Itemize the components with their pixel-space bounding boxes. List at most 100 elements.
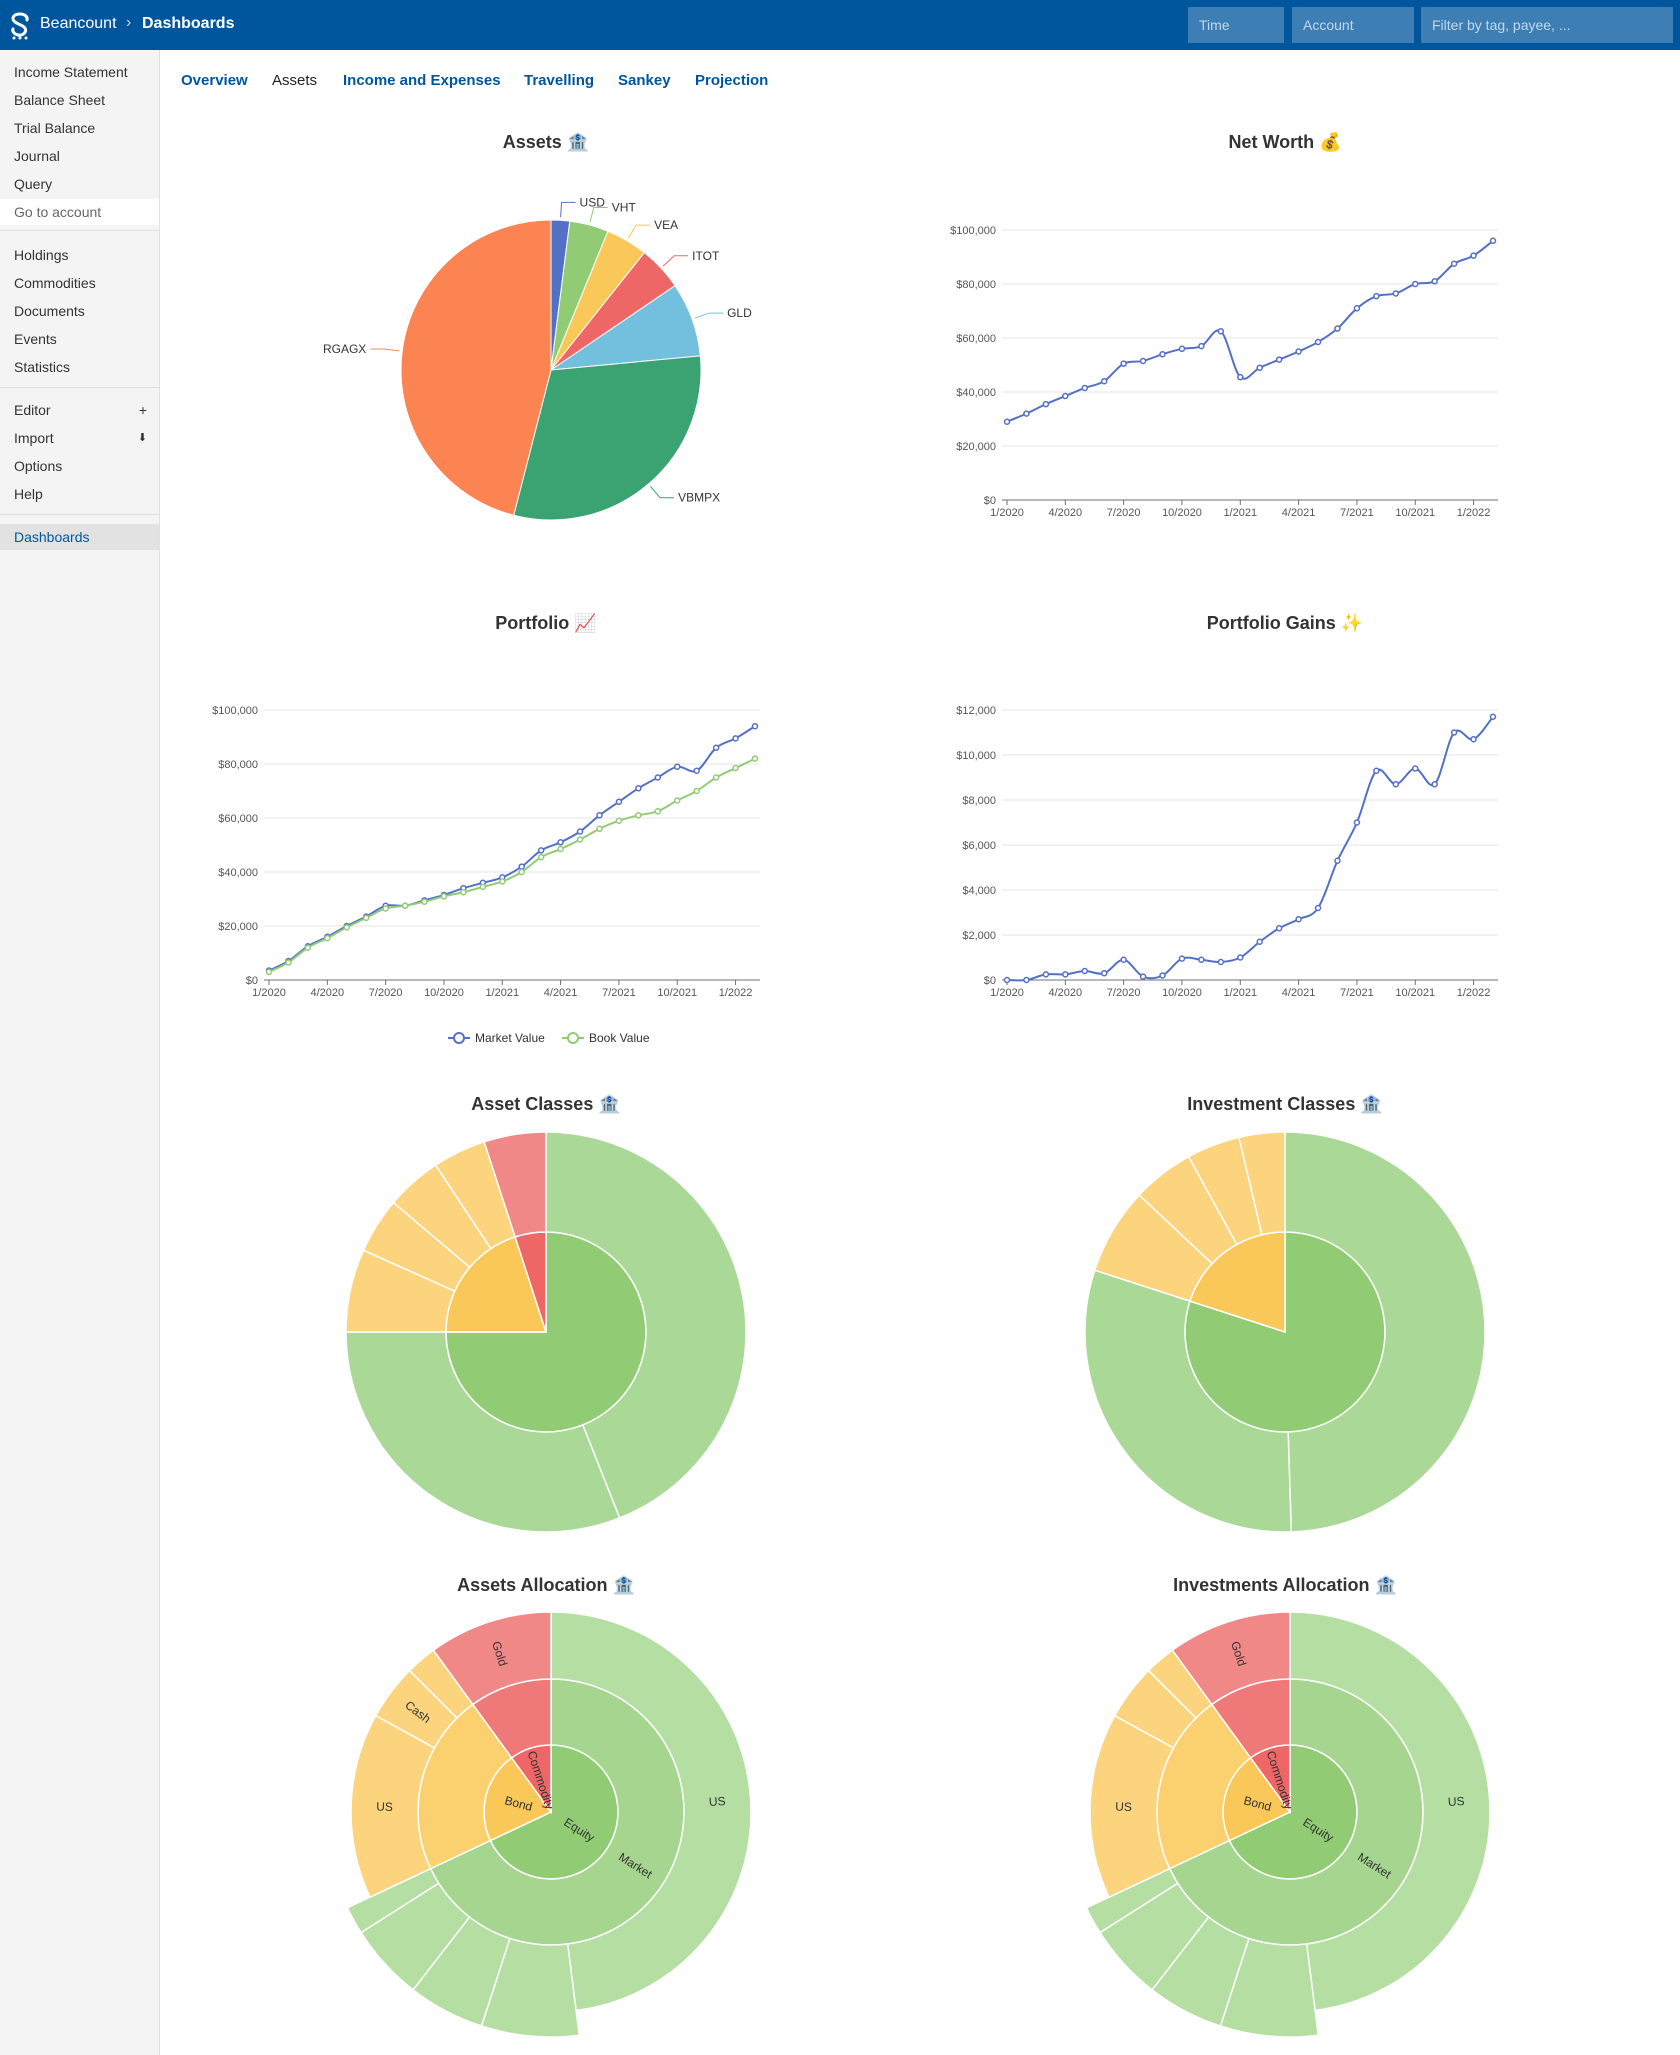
x-tick-label: 4/2021 (1282, 507, 1316, 519)
sidebar-item-commodities[interactable]: Commodities (14, 275, 96, 291)
sidebar-item-documents[interactable]: Documents (14, 303, 85, 319)
assets-allocation-chart-title: Assets Allocation 🏦 (457, 1575, 635, 1595)
beancount-logo-icon[interactable] (8, 12, 32, 40)
sidebar-item-import[interactable]: Import ⬇ (0, 425, 159, 451)
sidebar-item-events[interactable]: Events (14, 331, 57, 347)
legend-marker (453, 1032, 465, 1044)
data-point (1139, 973, 1147, 980)
data-point (1295, 348, 1302, 355)
data-point (712, 774, 720, 781)
net-worth-line-chart[interactable]: $0 $20,000 $40,000 $60,000 $80,000 $100,000 1/… (930, 170, 1590, 550)
data-point (751, 755, 759, 762)
tab-income-and-expenses[interactable]: Income and Expenses (343, 72, 501, 89)
tag-payee-filter-input[interactable] (1421, 7, 1673, 43)
x-tick-label: 4/2020 (310, 987, 344, 999)
go-to-account-input[interactable]: Go to account (0, 199, 159, 225)
pie-label-line (560, 201, 576, 218)
assets-pie-chart[interactable]: USD VHT VEA ITOT GLD VBMPX RGAGX (246, 170, 846, 550)
data-point (401, 902, 409, 909)
y-tick-label: $8,000 (962, 795, 996, 807)
tab-projection[interactable]: Projection (695, 72, 769, 89)
sunburst-label: Bond (503, 1793, 534, 1814)
data-point (421, 898, 428, 905)
portfolio-gains-line-chart[interactable]: $0 $2,000 $4,000 $6,000 $8,000 $10,000 $12,000… (930, 650, 1590, 1030)
pie-slice (513, 355, 702, 521)
data-point (265, 968, 273, 976)
x-tick-label: 1/2022 (719, 987, 753, 999)
data-point (382, 905, 389, 912)
y-tick-label: $80,000 (218, 759, 258, 771)
data-point (1042, 971, 1050, 978)
pie-label: VEA (654, 218, 678, 232)
series-line (1006, 716, 1494, 982)
sunburst-label: US (1115, 1800, 1132, 1815)
data-point (1256, 938, 1263, 945)
data-point (1198, 956, 1205, 963)
series-line (1006, 240, 1494, 423)
sunburst-outer-segment (545, 1131, 747, 1519)
pie-label: USD (580, 195, 606, 209)
x-tick-label: 10/2020 (1162, 507, 1202, 519)
sidebar-item-journal[interactable]: Journal (14, 148, 60, 164)
data-point (1373, 292, 1380, 300)
tab-sankey[interactable]: Sankey (618, 72, 671, 89)
x-tick-label: 1/2020 (990, 507, 1024, 519)
sunburst-segment (550, 1611, 752, 2012)
tab-overview[interactable]: Overview (181, 72, 248, 89)
plus-icon[interactable]: + (138, 402, 147, 418)
x-tick-label: 10/2021 (1395, 987, 1435, 999)
data-point (1217, 958, 1225, 966)
breadcrumb-page[interactable]: Dashboards (142, 15, 235, 32)
download-icon[interactable]: ⬇ (137, 432, 147, 444)
data-point (1489, 237, 1497, 245)
legend-marker (567, 1032, 579, 1044)
sidebar-item-balance-sheet[interactable]: Balance Sheet (14, 92, 106, 108)
x-tick-label: 10/2020 (1162, 987, 1202, 999)
account-filter-input[interactable] (1292, 7, 1414, 43)
sidebar-item-dashboards[interactable]: Dashboards (0, 524, 159, 550)
sidebar-item-editor[interactable]: Editor + (0, 397, 159, 423)
data-point (557, 839, 564, 846)
sidebar-item-holdings[interactable]: Holdings (14, 247, 69, 263)
series-line (268, 757, 756, 973)
sidebar-item-statistics[interactable]: Statistics (14, 359, 71, 375)
investment-classes-sunburst-chart[interactable] (985, 1120, 1585, 1560)
sidebar-divider (0, 514, 159, 515)
asset-classes-sunburst-chart[interactable] (246, 1120, 846, 1560)
data-point (1003, 418, 1011, 425)
sidebar-item-query[interactable]: Query (14, 176, 53, 192)
data-point (1100, 970, 1108, 977)
y-tick-label: $6,000 (962, 840, 996, 852)
data-point (1081, 384, 1089, 392)
legend-label: Book Value (589, 1031, 650, 1045)
x-tick-label: 1/2021 (1223, 987, 1257, 999)
portfolio-line-chart[interactable]: $0 $20,000 $40,000 $60,000 $80,000 $100,000 1/… (190, 650, 850, 1070)
data-point (1217, 328, 1225, 335)
x-tick-label: 10/2020 (424, 987, 464, 999)
sidebar-divider (0, 387, 159, 388)
sidebar-item-options[interactable]: Options (14, 458, 63, 474)
sidebar-item-help[interactable]: Help (14, 486, 43, 502)
sidebar-item-income-statement[interactable]: Income Statement (14, 64, 128, 80)
data-point (1489, 713, 1497, 720)
tab-travelling[interactable]: Travelling (524, 72, 595, 89)
time-filter-input[interactable] (1188, 7, 1284, 43)
y-tick-label: $0 (984, 495, 996, 507)
app-title[interactable]: Beancount (40, 15, 117, 32)
data-point (615, 798, 623, 806)
pie-label: RGAGX (323, 342, 366, 356)
data-point (1411, 280, 1419, 288)
data-point (1314, 338, 1322, 346)
y-tick-label: $2,000 (962, 930, 996, 942)
sidebar-item-trial-balance[interactable]: Trial Balance (14, 120, 96, 136)
x-tick-label: 1/2022 (1457, 987, 1491, 999)
data-point (1237, 954, 1244, 961)
data-point (635, 785, 642, 792)
data-point (1450, 260, 1458, 267)
tab-assets[interactable]: Assets (272, 72, 318, 89)
data-point (362, 914, 370, 922)
data-point (1100, 377, 1108, 385)
data-point (1450, 729, 1458, 736)
